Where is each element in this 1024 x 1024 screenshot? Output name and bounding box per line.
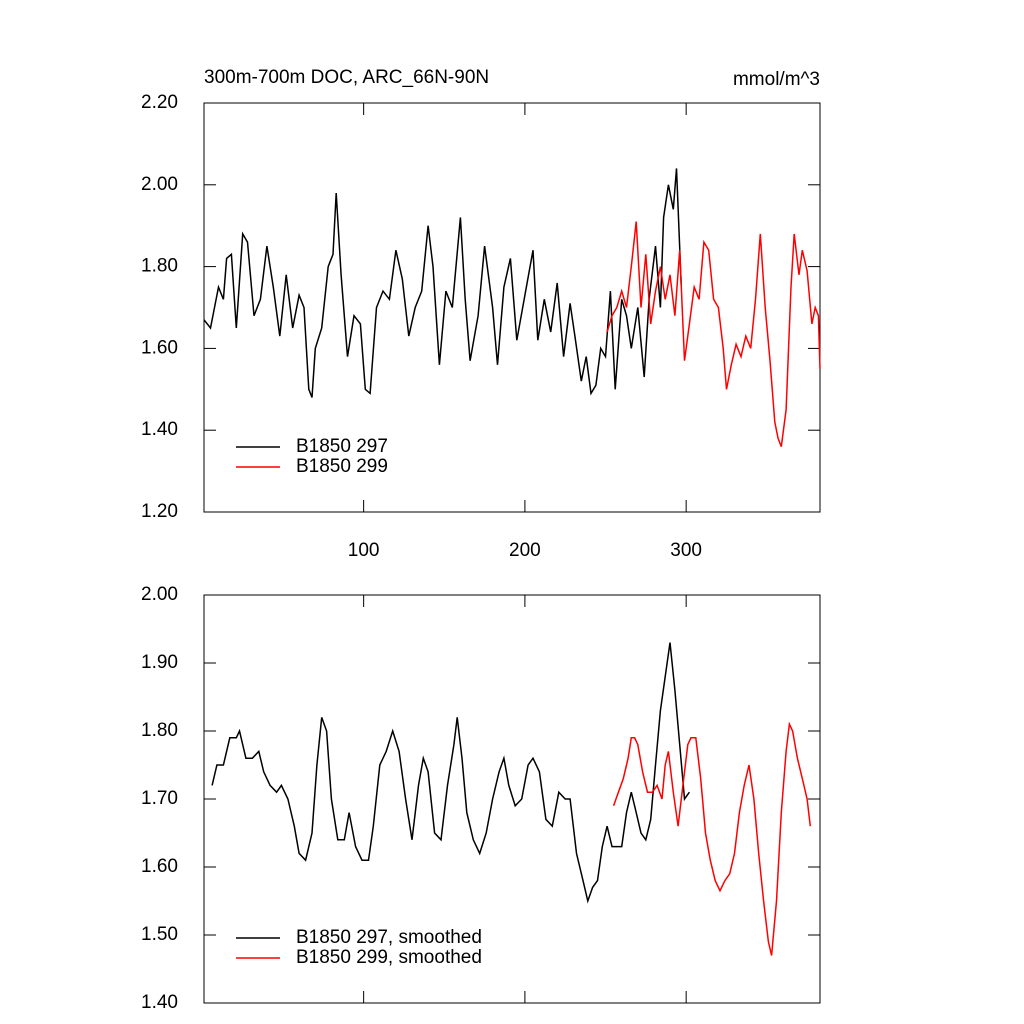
legend-label: B1850 297, smoothed <box>296 927 482 948</box>
y-tick-label: 1.80 <box>141 256 178 277</box>
y-tick-label: 1.70 <box>141 788 178 809</box>
y-tick-label: 2.00 <box>141 174 178 195</box>
x-tick-label: 300 <box>670 540 702 561</box>
data-line <box>203 168 683 398</box>
legend-label: B1850 299, smoothed <box>296 947 482 968</box>
x-tick-label: 100 <box>348 540 380 561</box>
y-tick-label: 2.00 <box>141 584 178 605</box>
legend-label: B1850 297 <box>296 436 388 457</box>
x-tick-label: 200 <box>509 540 541 561</box>
chart-title: 300m-700m DOC, ARC_66N-90N <box>204 67 489 88</box>
y-tick-label: 2.20 <box>141 92 178 113</box>
y-tick-label: 1.40 <box>141 992 178 1013</box>
data-line <box>612 721 812 956</box>
data-line <box>211 642 691 904</box>
y-tick-label: 1.20 <box>141 501 178 522</box>
y-tick-label: 1.60 <box>141 337 178 358</box>
plot-frame <box>203 102 821 513</box>
y-tick-label: 1.80 <box>141 720 178 741</box>
y-tick-label: 1.60 <box>141 856 178 877</box>
unit-label: mmol/m^3 <box>733 69 820 90</box>
y-tick-label: 1.50 <box>141 924 178 945</box>
data-line <box>606 221 821 447</box>
y-tick-label: 1.90 <box>141 652 178 673</box>
y-tick-label: 1.40 <box>141 419 178 440</box>
legend-label: B1850 299 <box>296 456 388 477</box>
